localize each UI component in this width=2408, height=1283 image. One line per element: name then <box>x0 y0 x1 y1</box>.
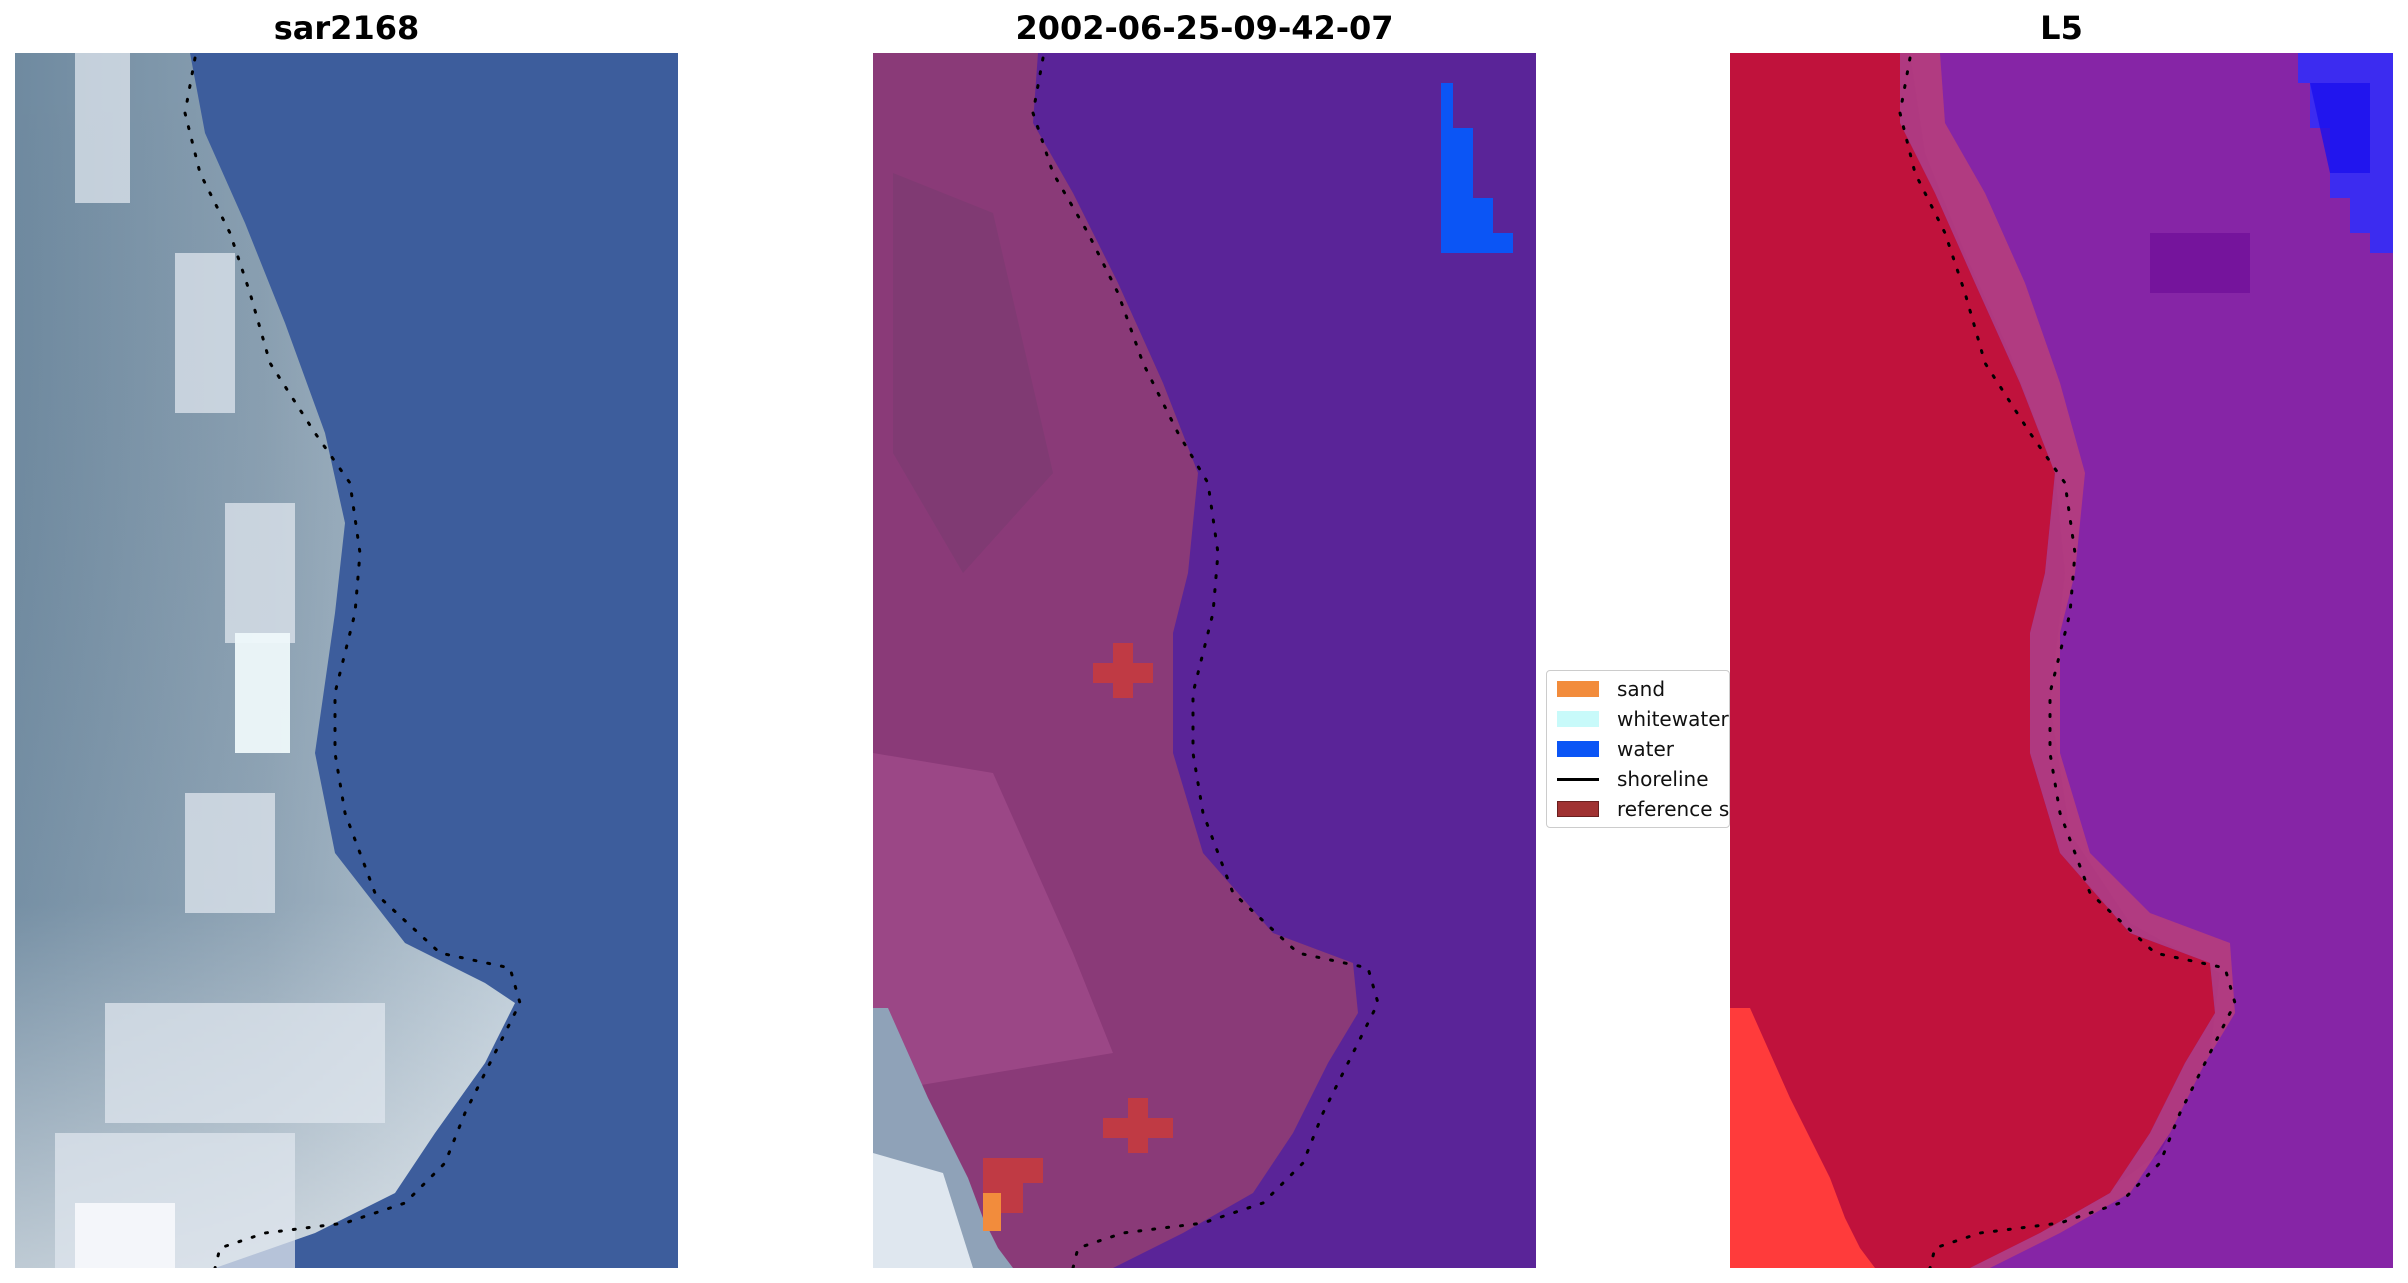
legend-item-shoreline: shoreline <box>1557 765 1709 793</box>
shoreline-dotted <box>183 56 522 1268</box>
legend-label: sand <box>1617 677 1666 701</box>
legend-swatch-water <box>1557 741 1599 757</box>
legend-item-water: water <box>1557 735 1674 763</box>
index-bright-corner <box>1730 1008 1875 1268</box>
rgb-image-panel <box>15 53 678 1268</box>
legend-item-whitewater: whitewater <box>1557 705 1729 733</box>
shoreline-dotted <box>1031 56 1380 1268</box>
legend-swatch-sand <box>1557 681 1599 697</box>
shoreline-dotted <box>1898 56 2237 1268</box>
reference-shoreline-marker <box>1093 643 1153 698</box>
index-image-panel <box>1730 53 2393 1268</box>
legend-label: reference s <box>1617 797 1730 821</box>
sand-pixel <box>983 1193 1001 1231</box>
legend-swatch-whitewater <box>1557 711 1599 727</box>
legend: sand whitewater water shoreline referenc… <box>1546 670 1730 828</box>
bright-sand-strip <box>55 53 385 1268</box>
index-land-area <box>1730 53 2215 1268</box>
reference-shoreline-marker <box>1103 1098 1173 1153</box>
legend-label: water <box>1617 737 1674 761</box>
classified-image-panel <box>873 53 1536 1268</box>
panel-title-classified: 2002-06-25-09-42-07 <box>1015 9 1394 47</box>
legend-item-sand: sand <box>1557 675 1665 703</box>
legend-swatch-reference <box>1557 801 1599 817</box>
legend-line-shoreline <box>1557 777 1599 781</box>
legend-label: whitewater <box>1617 707 1729 731</box>
legend-label: shoreline <box>1617 767 1709 791</box>
legend-item-reference: reference s <box>1557 795 1729 823</box>
panel-title-index: L5 <box>2040 9 2083 47</box>
panel-title-rgb: sar2168 <box>273 9 420 47</box>
